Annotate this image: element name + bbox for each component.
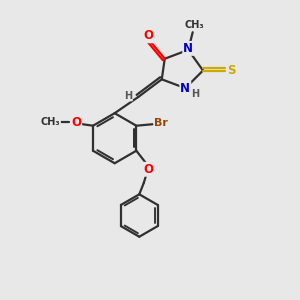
Text: N: N <box>183 42 193 55</box>
Text: O: O <box>71 116 81 129</box>
Text: CH₃: CH₃ <box>184 20 204 30</box>
Text: H: H <box>192 89 200 99</box>
Text: O: O <box>143 163 153 176</box>
Text: Br: Br <box>154 118 168 128</box>
Text: N: N <box>180 82 190 95</box>
Text: O: O <box>143 29 154 42</box>
Text: CH₃: CH₃ <box>40 117 60 127</box>
Text: H: H <box>124 91 132 100</box>
Text: S: S <box>227 64 236 77</box>
